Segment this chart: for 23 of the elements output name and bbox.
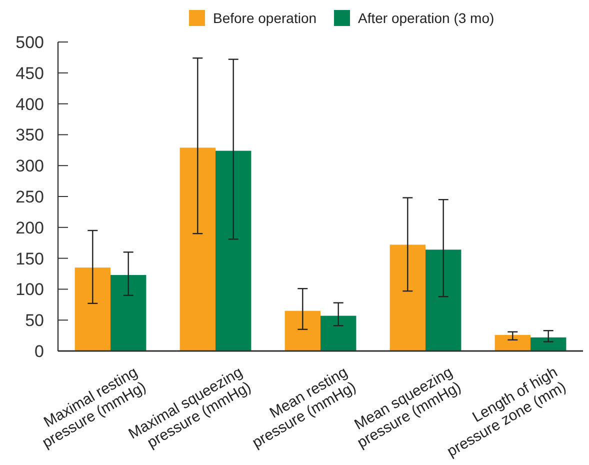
y-tick-label: 100 (16, 280, 44, 300)
bar (320, 316, 356, 351)
bar (390, 244, 426, 351)
bar (74, 268, 110, 351)
y-tick-label: 150 (16, 249, 44, 268)
bar (284, 310, 320, 351)
y-tick-label: 350 (16, 126, 44, 145)
y-tick-label: 50 (25, 311, 44, 330)
y-tick-label: 0 (34, 342, 44, 361)
y-tick-label: 450 (16, 64, 44, 83)
y-tick-label: 400 (16, 94, 44, 114)
legend-label: Before operation (213, 10, 317, 26)
y-tick-label: 200 (16, 218, 44, 238)
bar (530, 337, 566, 351)
bar (426, 250, 462, 351)
y-tick-label: 300 (16, 156, 44, 176)
bar (180, 148, 216, 351)
bar (110, 274, 146, 351)
y-tick-label: 500 (16, 33, 44, 52)
legend-label: After operation (3 mo) (358, 10, 494, 26)
bar (494, 334, 530, 351)
bar (216, 150, 252, 351)
y-tick-label: 250 (16, 188, 44, 206)
